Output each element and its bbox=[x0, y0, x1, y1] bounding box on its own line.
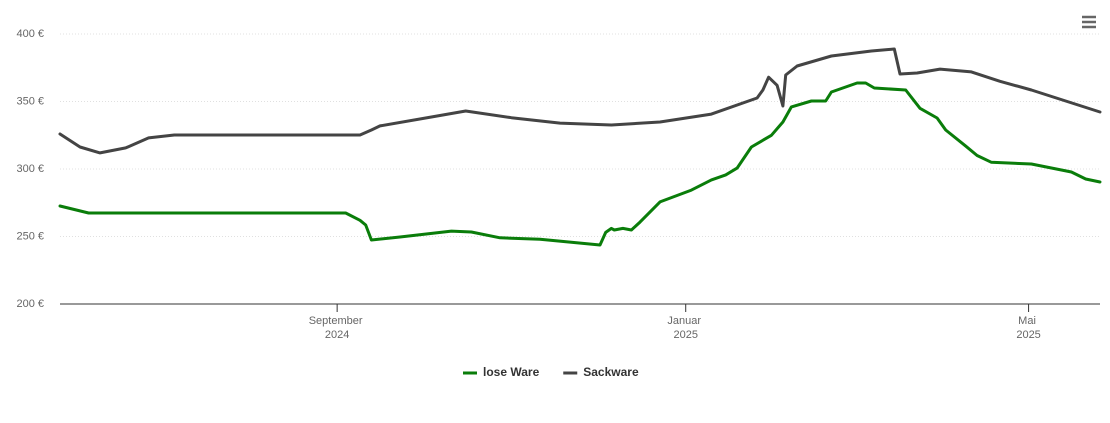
x-tick-label: Januar 2025 bbox=[667, 315, 704, 341]
legend-item[interactable]: Sackware bbox=[563, 365, 639, 379]
x-tick-label: Mai 2025 bbox=[1016, 315, 1040, 341]
series-line bbox=[58, 81, 1102, 247]
x-tick-label: September 2024 bbox=[309, 315, 366, 341]
series-line bbox=[58, 47, 1102, 155]
legend-label[interactable]: lose Ware bbox=[483, 365, 540, 379]
y-tick-label: 300 € bbox=[16, 163, 44, 175]
y-tick-label: 350 € bbox=[16, 95, 44, 107]
y-tick-label: 400 € bbox=[16, 28, 44, 40]
legend: lose Ware Sackware bbox=[463, 365, 639, 379]
y-tick-label: 200 € bbox=[16, 298, 44, 310]
y-tick-label: 250 € bbox=[16, 230, 44, 242]
legend-label[interactable]: Sackware bbox=[583, 365, 639, 379]
menu-button[interactable] bbox=[1080, 14, 1098, 30]
legend-item[interactable]: lose Ware bbox=[463, 365, 540, 379]
